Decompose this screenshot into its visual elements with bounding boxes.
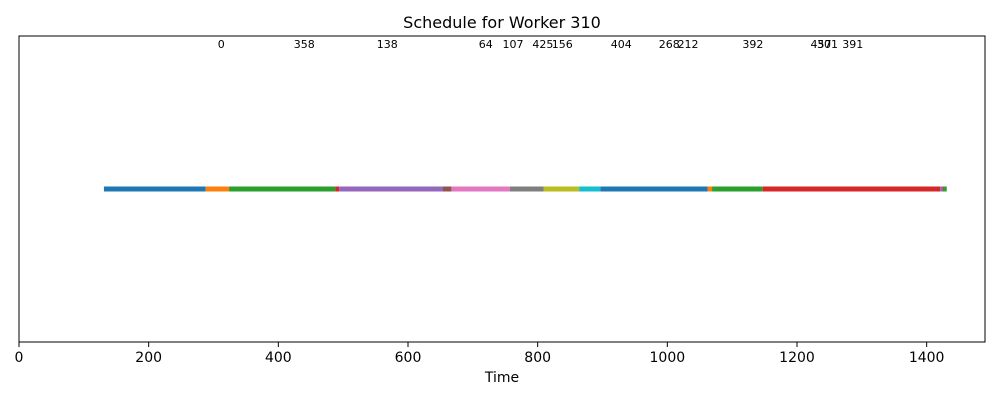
- x-axis-ticks: 0 200 400 600 800 1000 1200 1400: [15, 342, 945, 366]
- segment-label-12: 301: [817, 38, 838, 51]
- x-tick-label-4: 800: [524, 350, 551, 366]
- segment-label-5: 425: [532, 38, 553, 51]
- segment-label-10: 392: [742, 38, 763, 51]
- segment-label-7: 404: [611, 38, 632, 51]
- x-tick-label-0: 0: [15, 350, 24, 366]
- segment-label-9: 212: [678, 38, 699, 51]
- segment-label-3: 64: [479, 38, 493, 51]
- segment-label-11: 457: [810, 38, 831, 51]
- segment-label-6: 156: [552, 38, 573, 51]
- x-tick-label-6: 1200: [779, 350, 815, 366]
- x-tick-label-5: 1000: [650, 350, 686, 366]
- x-tick-label-3: 600: [395, 350, 422, 366]
- x-axis-label: Time: [484, 370, 519, 386]
- chart-title: Schedule for Worker 310: [403, 13, 601, 32]
- segment-label-0: 0: [218, 38, 225, 51]
- segment-label-13: 391: [842, 38, 863, 51]
- segment-label-1: 358: [294, 38, 315, 51]
- segment-label-4: 107: [503, 38, 524, 51]
- x-tick-label-7: 1400: [909, 350, 945, 366]
- x-tick-label-2: 400: [265, 350, 292, 366]
- segment-label-8: 268: [659, 38, 680, 51]
- segment-label-2: 138: [377, 38, 398, 51]
- plot-frame: [18, 35, 986, 343]
- x-tick-label-1: 200: [135, 350, 162, 366]
